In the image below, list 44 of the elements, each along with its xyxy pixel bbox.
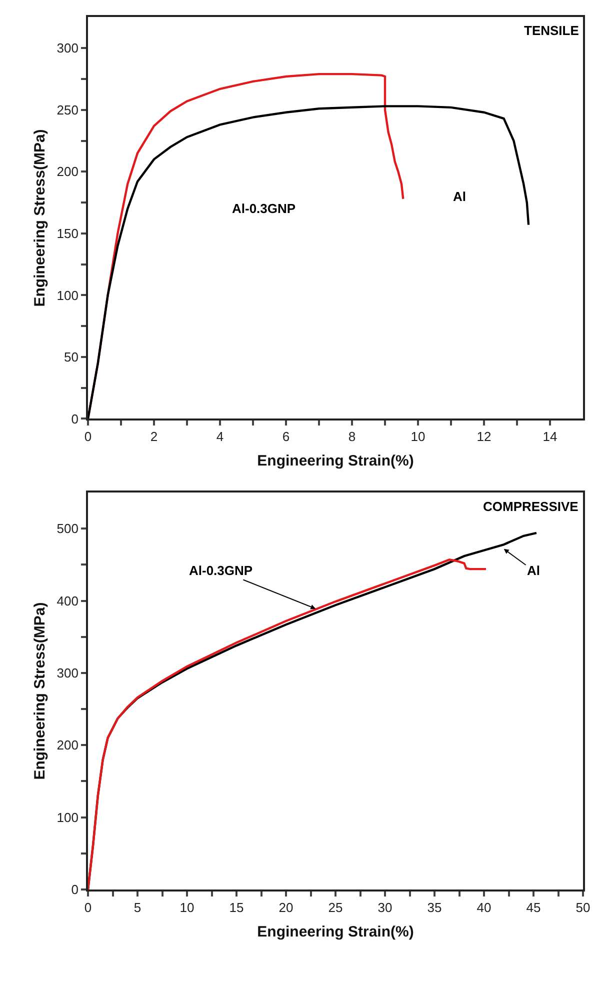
y-tick-label: 0 — [71, 882, 78, 898]
y-axis-title: Engineering Stress(MPa) — [32, 129, 49, 307]
annotation: Al-0.3GNP — [232, 201, 296, 216]
annotation: Al — [453, 189, 466, 204]
y-tick-label: 50 — [64, 350, 78, 365]
x-tick-label: 20 — [278, 900, 294, 915]
x-axis-title: Engineering Strain(%) — [257, 452, 414, 470]
x-tick-label: 6 — [282, 429, 290, 444]
x-axis-title: Engineering Strain(%) — [257, 923, 414, 940]
y-tick-label: 200 — [56, 164, 78, 180]
x-tick-label: 4 — [216, 429, 224, 444]
x-tick-label: 45 — [526, 900, 541, 915]
x-tick-label: 50 — [576, 900, 590, 915]
annotation: Al-0.3GNP — [189, 563, 253, 578]
x-tick-label: 10 — [410, 429, 426, 444]
y-tick-label: 400 — [56, 593, 78, 608]
x-tick-label: 35 — [427, 900, 442, 915]
x-tick-label: 15 — [229, 900, 244, 915]
x-tick-label: 8 — [348, 429, 356, 444]
y-tick-label: 200 — [56, 738, 78, 753]
text: COMPRESSIVE — [483, 499, 579, 514]
x-tick-label: 5 — [134, 900, 142, 915]
x-tick-label: 12 — [476, 429, 492, 444]
y-tick-label: 300 — [56, 40, 78, 56]
line-series — [88, 105, 530, 419]
x-tick-label: 0 — [84, 429, 92, 444]
line-series — [88, 558, 488, 890]
x-tick-label: 2 — [150, 429, 158, 444]
y-tick-label: 500 — [56, 521, 78, 536]
annotation: Al — [527, 563, 540, 578]
y-axis-title: Engineering Stress(MPa) — [32, 602, 49, 780]
y-tick-label: 100 — [56, 810, 78, 825]
x-tick-label: 0 — [84, 900, 92, 915]
y-tick-label: 100 — [56, 288, 78, 303]
x-tick-label: 30 — [378, 900, 392, 915]
y-tick-label: 250 — [56, 102, 78, 118]
y-tick-label: 150 — [56, 226, 78, 241]
text: TENSILE — [524, 23, 580, 38]
x-tick-label: 10 — [180, 900, 194, 915]
x-tick-label: 25 — [328, 900, 343, 915]
x-tick-label: 40 — [476, 900, 492, 915]
x-tick-label: 14 — [542, 429, 558, 444]
y-tick-label: 300 — [56, 666, 78, 681]
y-tick-label: 0 — [71, 411, 78, 426]
